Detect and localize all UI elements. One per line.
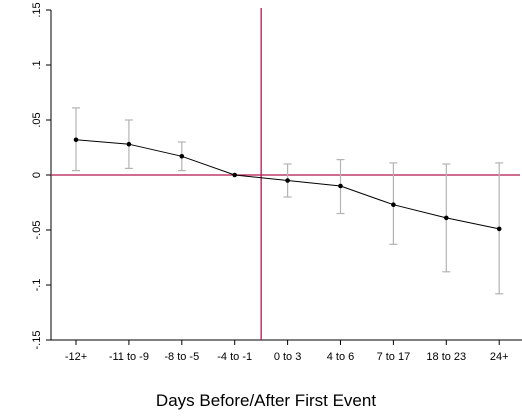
- x-tick-label: -4 to -1: [217, 351, 252, 363]
- y-tick-label: 0: [31, 172, 43, 178]
- y-tick-label: -.15: [31, 331, 43, 350]
- x-axis-title: Days Before/After First Event: [156, 391, 376, 410]
- x-tick-label: -11 to -9: [109, 351, 149, 363]
- x-tick-label: -12+: [65, 351, 87, 363]
- data-point: [496, 226, 502, 232]
- y-tick-label: .1: [31, 60, 43, 69]
- x-tick-label: 18 to 23: [426, 351, 466, 363]
- x-tick-label: -8 to -5: [164, 351, 199, 363]
- x-axis: -12+ -11 to -9 -8 to -5 -4 to -1 0 to 3 4 to …: [51, 339, 522, 363]
- data-point: [232, 172, 237, 178]
- data-point: [391, 202, 396, 207]
- y-tick-label: .15: [31, 2, 43, 17]
- y-tick-label: -.05: [31, 221, 43, 240]
- reference-lines: [51, 8, 520, 340]
- x-tick-label: 0 to 3: [274, 351, 302, 363]
- data-point: [285, 178, 290, 183]
- data-point: [179, 154, 185, 159]
- y-tick-label: .05: [31, 112, 43, 127]
- data-point: [73, 137, 79, 143]
- data-point: [126, 141, 132, 147]
- y-axis: .15 .1 .05 0 -.05 -.1 -.15: [31, 2, 52, 350]
- x-tick-label: 24+: [490, 351, 509, 363]
- coefficient-line: [73, 137, 502, 232]
- x-tick-label: 7 to 17: [377, 351, 411, 363]
- data-point: [338, 183, 343, 189]
- data-point: [444, 215, 449, 221]
- confidence-intervals: [72, 107, 504, 295]
- x-tick-label: 4 to 6: [327, 351, 355, 363]
- y-tick-label: -.1: [31, 279, 43, 292]
